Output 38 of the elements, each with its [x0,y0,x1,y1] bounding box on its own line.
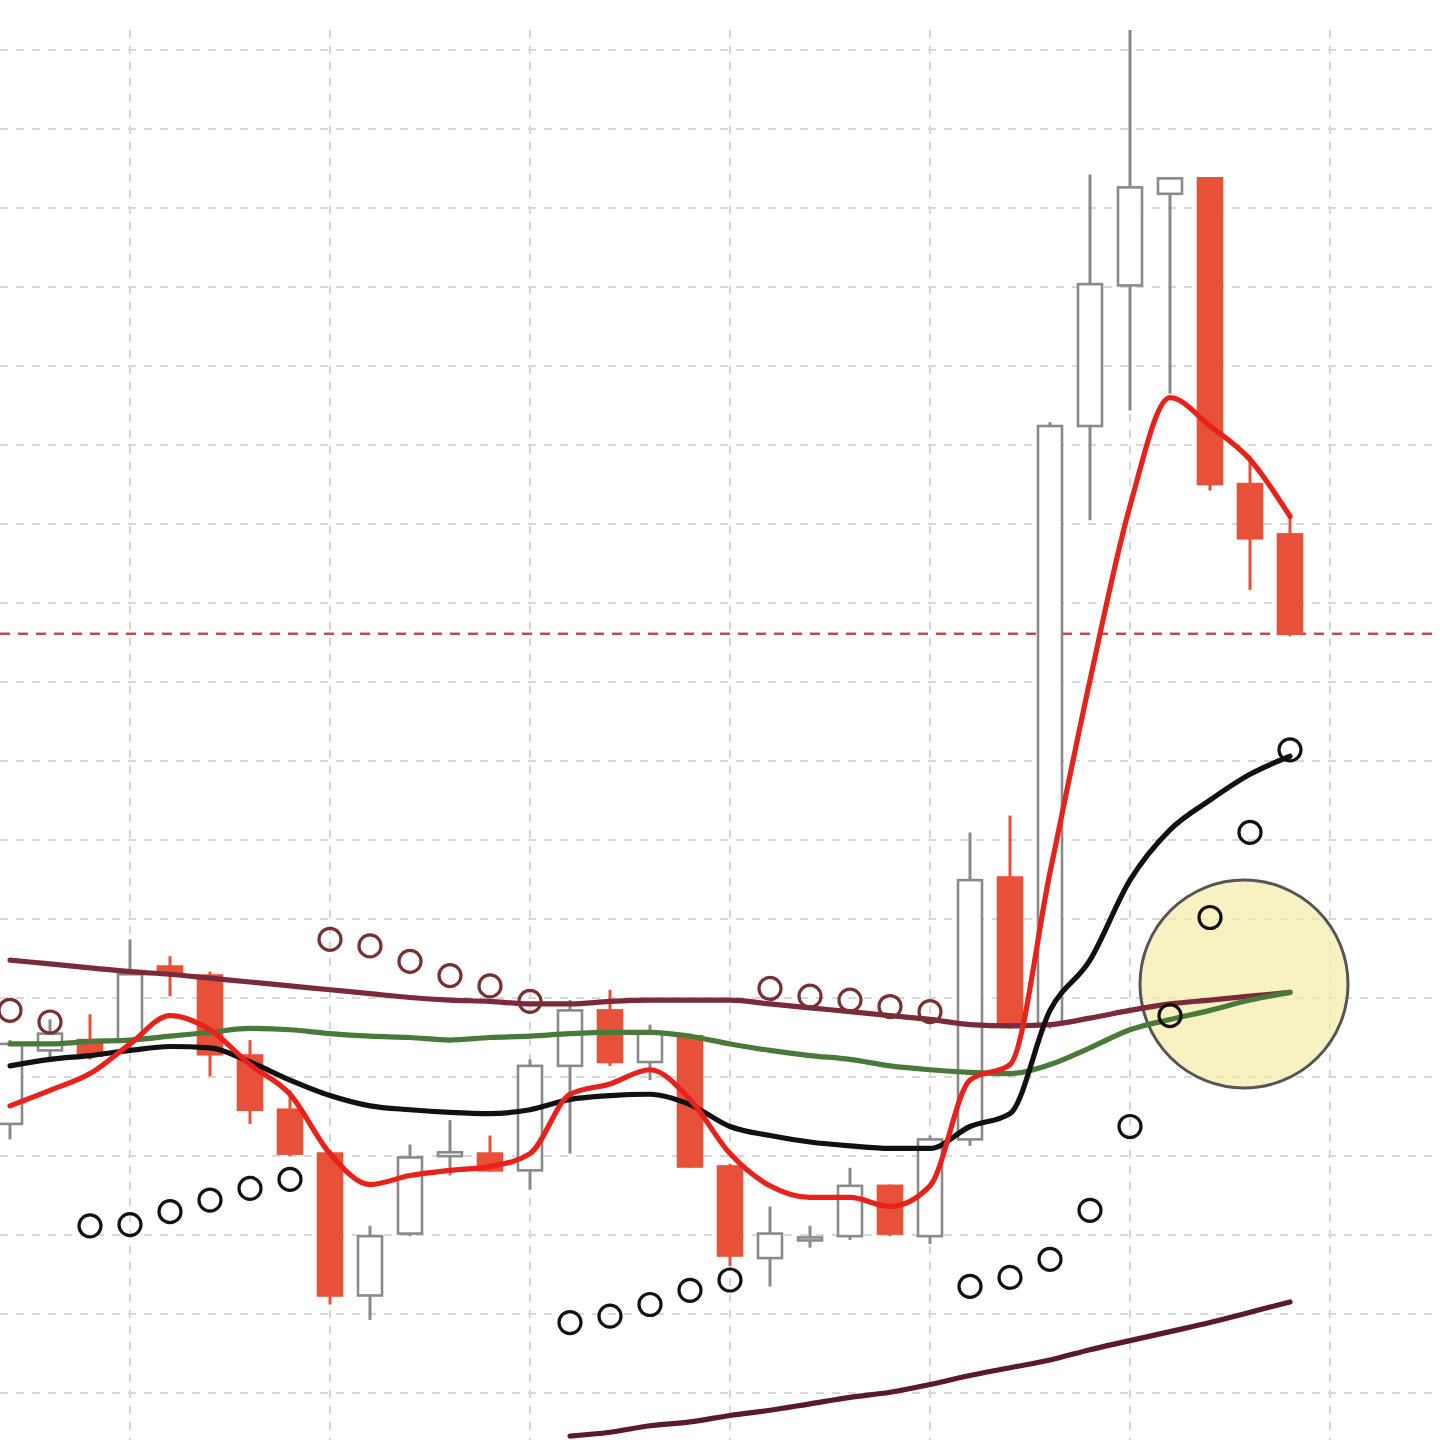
point [317,926,343,953]
point [557,1309,583,1336]
candlestick [1156,176,1184,396]
point [717,1267,743,1293]
point [157,1199,183,1225]
point [477,973,503,999]
point [797,983,823,1009]
point [597,1303,623,1329]
point [397,948,423,974]
point [877,993,903,1020]
candlestick [436,1118,464,1178]
point [357,933,383,959]
point [117,1211,143,1238]
point [437,962,463,989]
point [917,999,943,1025]
point [837,987,863,1013]
point [1197,904,1223,931]
point [637,1291,663,1318]
point [37,1009,63,1035]
point [677,1277,703,1303]
point [1077,1197,1103,1223]
point [237,1175,263,1202]
point [1237,819,1263,845]
candlestick [796,1224,824,1250]
point [277,1166,303,1192]
point [77,1213,103,1239]
candlestick [276,1088,304,1158]
point [1157,1002,1183,1029]
point [1277,737,1303,763]
candlestick [756,1204,784,1288]
point [1117,1113,1143,1140]
point [517,988,543,1014]
point [957,1273,983,1300]
point [997,1264,1023,1291]
point [757,975,783,1002]
point [0,997,23,1023]
point [1037,1246,1063,1272]
point [197,1187,223,1213]
